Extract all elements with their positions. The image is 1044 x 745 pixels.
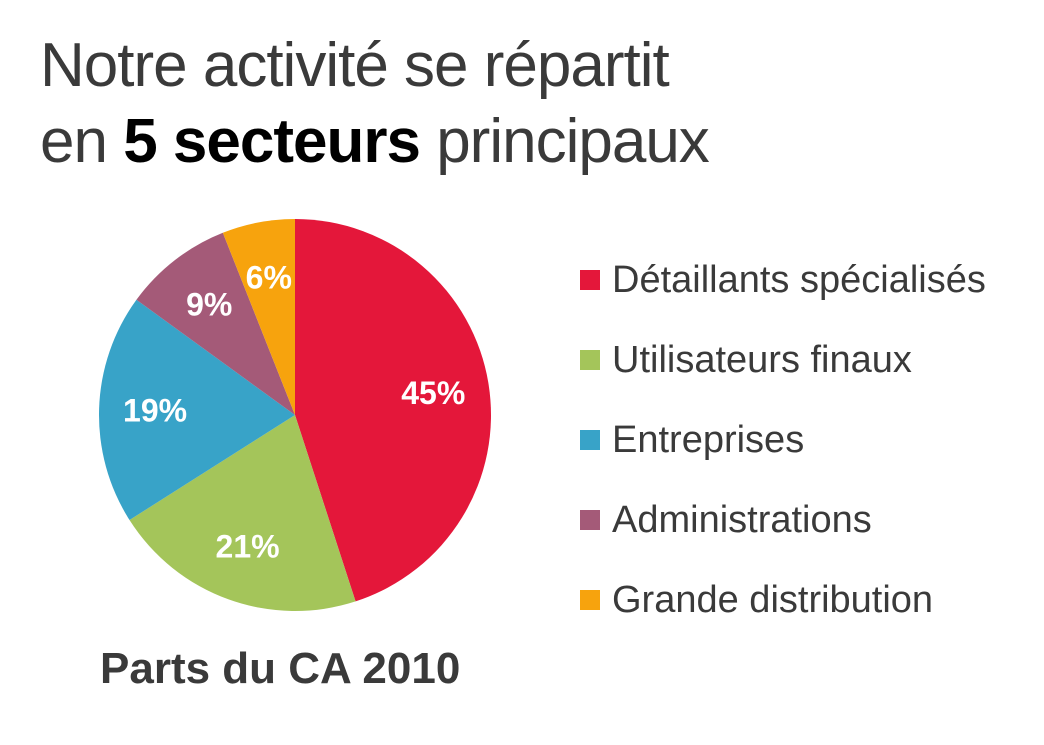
pie-chart: 45% 21% 19% 9% 6% [99,219,491,611]
pie-slice-detaillants [295,219,491,602]
legend-item-entreprises: Entreprises [580,400,986,480]
title-line-2: en 5 secteurs principaux [40,104,710,180]
legend-swatch [580,430,600,450]
title-emphasis: 5 secteurs [123,107,421,176]
legend-swatch [580,350,600,370]
legend-item-administrations: Administrations [580,480,986,560]
legend-label: Détaillants spécialisés [612,258,986,301]
pie-slice-administrations [136,232,295,415]
title-line-1: Notre activité se répartit [40,31,670,100]
pie-slice-grande-distribution [222,219,295,415]
legend-swatch [580,510,600,530]
chart-legend: Détaillants spécialisés Utilisateurs fina… [580,240,986,640]
page-title: Notre activité se répartit en 5 secteurs… [40,28,710,180]
legend-swatch [580,590,600,610]
pie-slice-entreprises [99,299,295,521]
title-suffix: principaux [419,107,710,176]
slice-label-utilisateurs: 21% [216,529,280,565]
slice-label-grande-distribution: 6% [246,259,292,295]
legend-label: Utilisateurs finaux [612,338,912,381]
legend-item-detaillants: Détaillants spécialisés [580,240,986,320]
legend-item-grande-distribution: Grande distribution [580,560,986,640]
slice-label-administrations: 9% [186,286,232,322]
legend-label: Administrations [612,498,872,541]
slice-label-entreprises: 19% [123,393,187,429]
chart-subtitle: Parts du CA 2010 [100,644,461,693]
pie-slice-utilisateurs [129,415,356,611]
legend-label: Grande distribution [612,578,934,621]
title-prefix: en [40,107,124,176]
legend-swatch [580,270,600,290]
slice-label-detaillants: 45% [401,375,465,411]
legend-label: Entreprises [612,418,805,461]
legend-item-utilisateurs: Utilisateurs finaux [580,320,986,400]
